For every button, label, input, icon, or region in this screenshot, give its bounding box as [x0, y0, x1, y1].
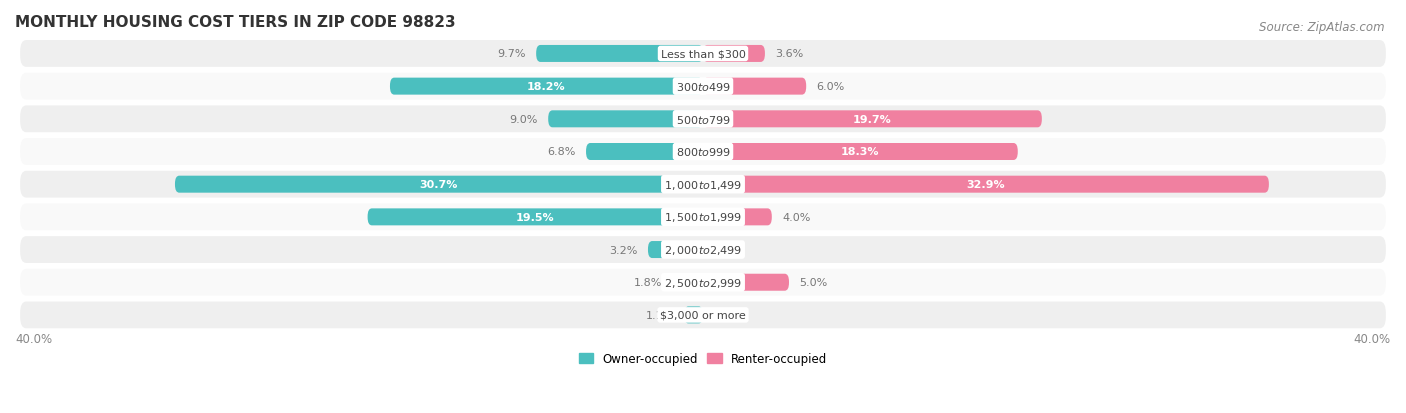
Text: 3.2%: 3.2%: [609, 245, 638, 255]
Text: Less than $300: Less than $300: [661, 49, 745, 59]
Text: MONTHLY HOUSING COST TIERS IN ZIP CODE 98823: MONTHLY HOUSING COST TIERS IN ZIP CODE 9…: [15, 15, 456, 30]
Text: 0.0%: 0.0%: [713, 310, 741, 320]
Text: 0.0%: 0.0%: [713, 245, 741, 255]
Text: 1.8%: 1.8%: [633, 278, 662, 287]
Text: $800 to $999: $800 to $999: [675, 146, 731, 158]
FancyBboxPatch shape: [20, 302, 1386, 328]
Text: $1,500 to $1,999: $1,500 to $1,999: [664, 211, 742, 224]
Legend: Owner-occupied, Renter-occupied: Owner-occupied, Renter-occupied: [574, 347, 832, 370]
FancyBboxPatch shape: [703, 46, 765, 63]
FancyBboxPatch shape: [20, 106, 1386, 133]
FancyBboxPatch shape: [703, 78, 806, 95]
Text: 19.5%: 19.5%: [516, 212, 554, 222]
FancyBboxPatch shape: [20, 74, 1386, 100]
Text: $1,000 to $1,499: $1,000 to $1,499: [664, 178, 742, 191]
FancyBboxPatch shape: [703, 274, 789, 291]
Text: 18.3%: 18.3%: [841, 147, 880, 157]
FancyBboxPatch shape: [586, 144, 703, 161]
Text: Source: ZipAtlas.com: Source: ZipAtlas.com: [1260, 21, 1385, 33]
FancyBboxPatch shape: [703, 176, 1268, 193]
Text: $3,000 or more: $3,000 or more: [661, 310, 745, 320]
FancyBboxPatch shape: [367, 209, 703, 226]
FancyBboxPatch shape: [548, 111, 703, 128]
Text: 40.0%: 40.0%: [1354, 332, 1391, 345]
Text: 9.0%: 9.0%: [509, 114, 538, 124]
FancyBboxPatch shape: [20, 171, 1386, 198]
Text: 5.0%: 5.0%: [800, 278, 828, 287]
Text: 40.0%: 40.0%: [15, 332, 52, 345]
Text: $500 to $799: $500 to $799: [675, 114, 731, 126]
Text: 6.0%: 6.0%: [817, 82, 845, 92]
Text: 19.7%: 19.7%: [853, 114, 891, 124]
FancyBboxPatch shape: [20, 139, 1386, 166]
FancyBboxPatch shape: [685, 307, 703, 324]
FancyBboxPatch shape: [703, 144, 1018, 161]
FancyBboxPatch shape: [20, 204, 1386, 231]
FancyBboxPatch shape: [20, 41, 1386, 68]
Text: 1.1%: 1.1%: [645, 310, 673, 320]
Text: $2,000 to $2,499: $2,000 to $2,499: [664, 243, 742, 256]
Text: 4.0%: 4.0%: [782, 212, 810, 222]
FancyBboxPatch shape: [174, 176, 703, 193]
Text: 3.6%: 3.6%: [775, 49, 803, 59]
FancyBboxPatch shape: [389, 78, 703, 95]
Text: 18.2%: 18.2%: [527, 82, 565, 92]
FancyBboxPatch shape: [20, 269, 1386, 296]
Text: $300 to $499: $300 to $499: [675, 81, 731, 93]
FancyBboxPatch shape: [703, 209, 772, 226]
FancyBboxPatch shape: [20, 237, 1386, 263]
Text: 9.7%: 9.7%: [498, 49, 526, 59]
Text: 30.7%: 30.7%: [420, 180, 458, 190]
FancyBboxPatch shape: [536, 46, 703, 63]
Text: 6.8%: 6.8%: [547, 147, 575, 157]
Text: $2,500 to $2,999: $2,500 to $2,999: [664, 276, 742, 289]
FancyBboxPatch shape: [648, 242, 703, 259]
Text: 32.9%: 32.9%: [967, 180, 1005, 190]
FancyBboxPatch shape: [703, 111, 1042, 128]
FancyBboxPatch shape: [672, 274, 703, 291]
